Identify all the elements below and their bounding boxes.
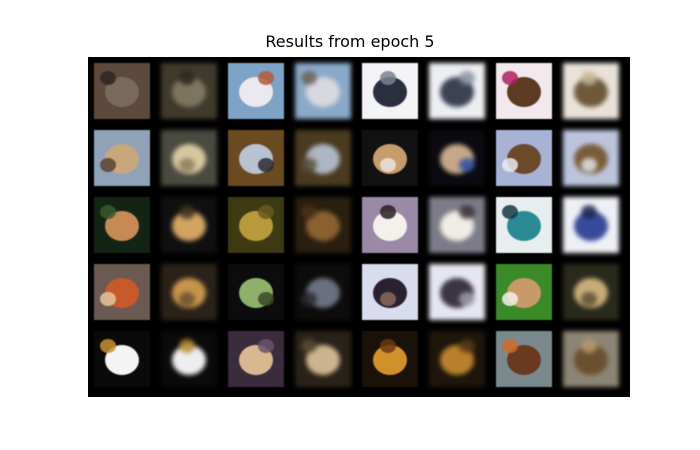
grid-tile-r4-c1-original [94,264,150,320]
grid-tile-r1-c5-original [362,63,418,119]
grid-tile-r5-c4-reconstruction [295,331,351,387]
figure-title: Results from epoch 5 [265,32,435,51]
tile-accent [301,339,317,353]
grid-tile-r4-c3-original [228,264,284,320]
tile-accent [581,339,597,353]
grid-tile-r2-c6-reconstruction [429,130,485,186]
tile-accent [581,205,597,219]
tile-accent [301,205,317,219]
tile-accent [380,339,396,353]
tile-accent [258,292,274,306]
grid-tile-r5-c5-original [362,331,418,387]
grid-tile-r3-c7-original [496,197,552,253]
grid-tile-r1-c1-original [94,63,150,119]
tile-accent [301,71,317,85]
grid-tile-r1-c3-original [228,63,284,119]
grid-tile-r3-c6-reconstruction [429,197,485,253]
grid-tile-r3-c5-original [362,197,418,253]
tile-accent [581,71,597,85]
grid-tile-r5-c8-reconstruction [563,331,619,387]
tile-accent [179,71,195,85]
grid-tile-r5-c7-original [496,331,552,387]
tile-accent [459,71,475,85]
tile-accent [179,292,195,306]
tile-accent [179,158,195,172]
tile-accent [100,71,116,85]
grid-tile-r1-c7-original [496,63,552,119]
grid-tile-r3-c4-reconstruction [295,197,351,253]
tile-accent [380,71,396,85]
grid-tile-r5-c6-reconstruction [429,331,485,387]
tile-accent [380,292,396,306]
tile-accent [380,158,396,172]
tile-accent [380,205,396,219]
tile-accent [459,292,475,306]
grid-tile-r4-c6-reconstruction [429,264,485,320]
tile-accent [301,292,317,306]
tile-accent [258,339,274,353]
tile-accent [502,292,518,306]
tile-accent [100,339,116,353]
tile-accent [502,339,518,353]
grid-tile-r1-c6-reconstruction [429,63,485,119]
grid-tile-r5-c2-reconstruction [161,331,217,387]
grid-tile-r5-c3-original [228,331,284,387]
tile-accent [258,71,274,85]
tile-accent [258,158,274,172]
grid-tile-r2-c8-reconstruction [563,130,619,186]
tile-accent [100,158,116,172]
tile-accent [459,205,475,219]
grid-tile-r1-c4-reconstruction [295,63,351,119]
tile-accent [502,158,518,172]
grid-tile-r4-c2-reconstruction [161,264,217,320]
grid-tile-r2-c4-reconstruction [295,130,351,186]
tile-accent [179,339,195,353]
grid-tile-r1-c2-reconstruction [161,63,217,119]
grid-tile-r4-c7-original [496,264,552,320]
grid-tile-r2-c7-original [496,130,552,186]
tile-accent [179,205,195,219]
grid-tile-r2-c2-reconstruction [161,130,217,186]
tile-accent [459,339,475,353]
grid-tile-r2-c5-original [362,130,418,186]
tile-accent [258,205,274,219]
tile-accent [301,158,317,172]
grid-tile-r2-c3-original [228,130,284,186]
grid-tile-r5-c1-original [94,331,150,387]
grid-tile-r3-c1-original [94,197,150,253]
grid-tile-r2-c1-original [94,130,150,186]
grid-tile-r4-c8-reconstruction [563,264,619,320]
grid-tile-r3-c2-reconstruction [161,197,217,253]
image-grid [88,57,630,397]
tile-accent [100,292,116,306]
grid-tile-r4-c5-original [362,264,418,320]
tile-accent [459,158,475,172]
grid-tile-r3-c8-reconstruction [563,197,619,253]
tile-accent [100,205,116,219]
grid-tile-r4-c4-reconstruction [295,264,351,320]
grid-tile-r1-c8-reconstruction [563,63,619,119]
tile-accent [581,292,597,306]
tile-accent [502,205,518,219]
tile-accent [581,158,597,172]
tile-accent [502,71,518,85]
grid-tile-r3-c3-original [228,197,284,253]
